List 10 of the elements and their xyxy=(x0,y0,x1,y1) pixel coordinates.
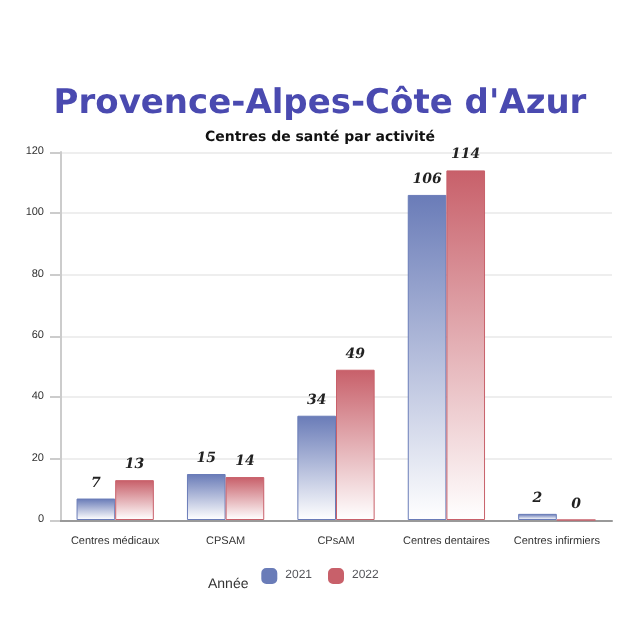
bar xyxy=(186,474,226,520)
bar xyxy=(407,194,447,520)
bar xyxy=(518,513,557,520)
bar xyxy=(115,480,154,520)
bar xyxy=(225,477,265,520)
bar xyxy=(76,498,116,520)
bar xyxy=(297,415,336,520)
bar xyxy=(446,170,486,520)
bar xyxy=(336,369,375,520)
chart-title: Provence-Alpes-Côte d'Azur xyxy=(53,83,588,123)
